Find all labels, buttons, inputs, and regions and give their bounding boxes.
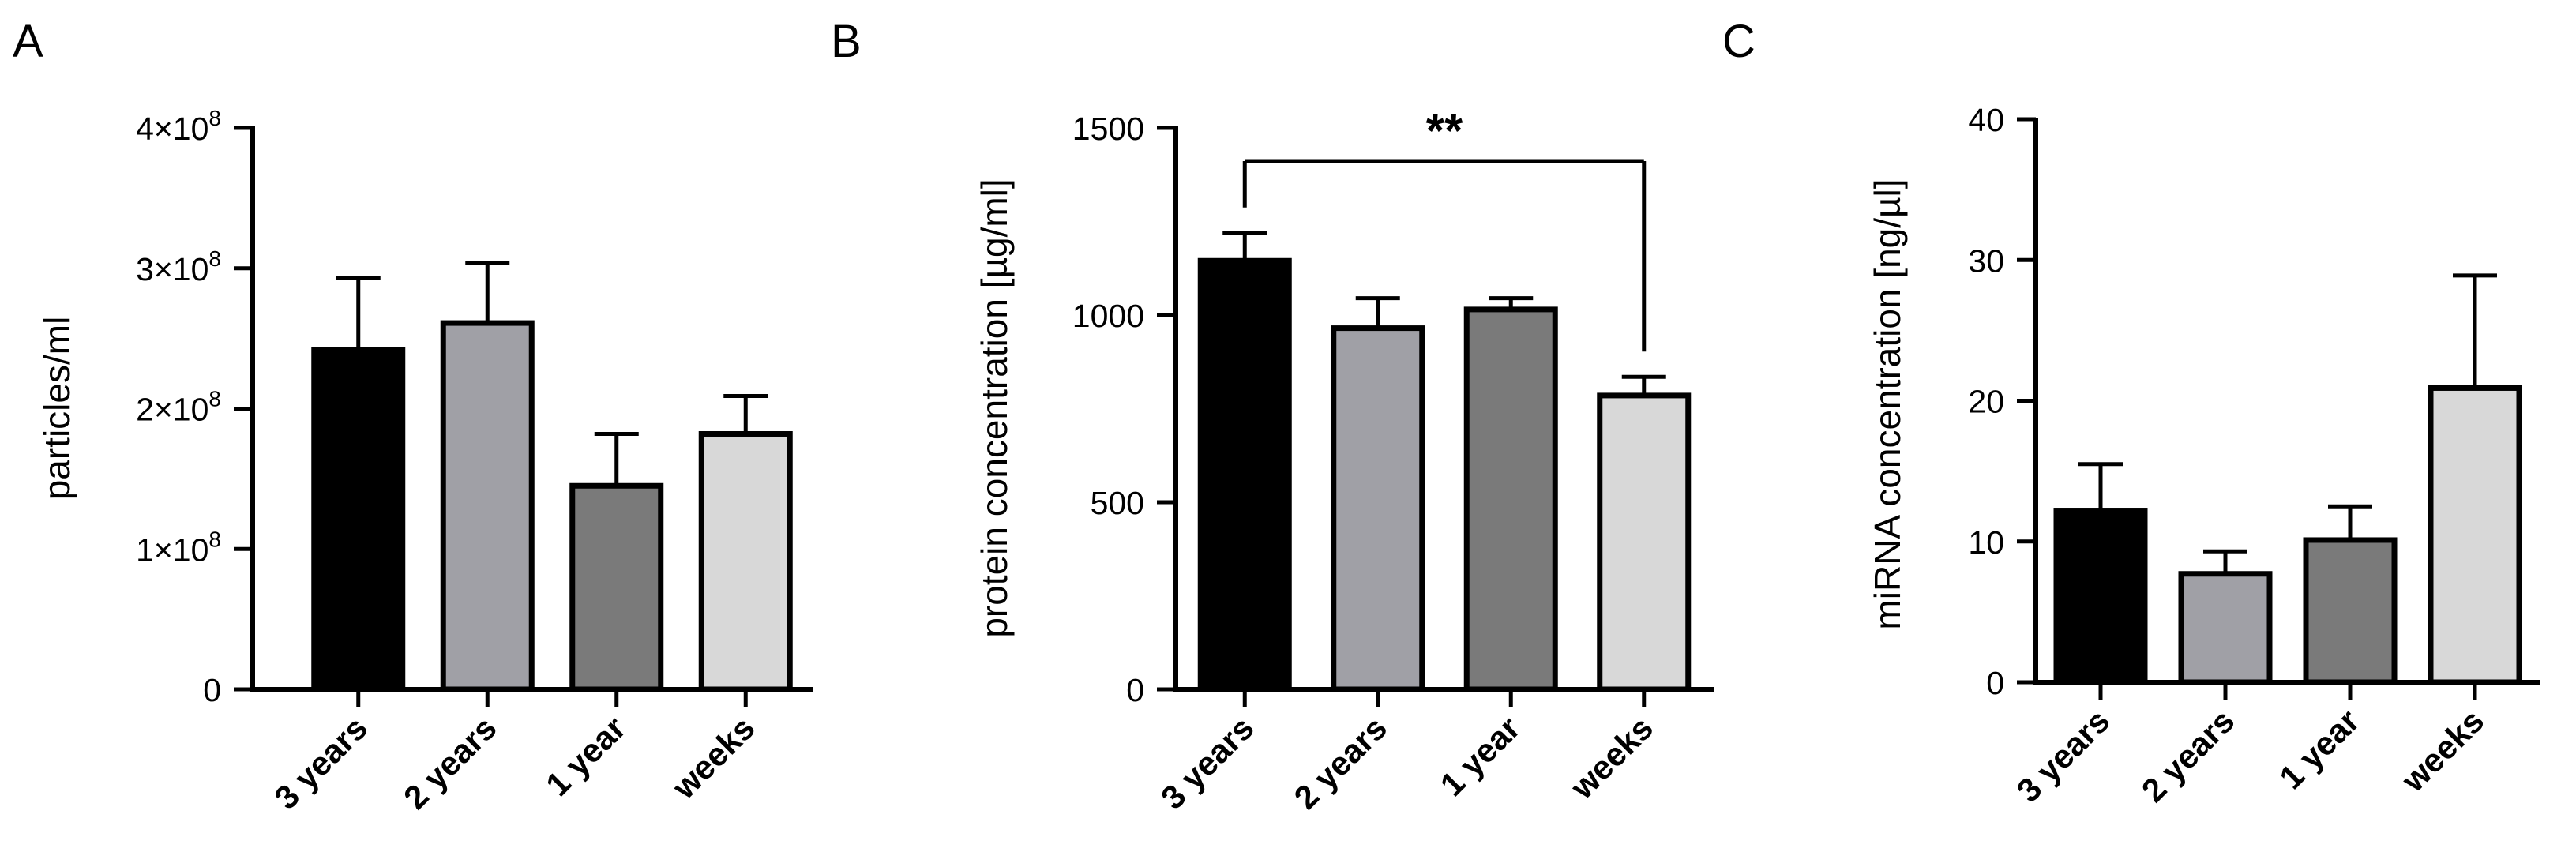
y-tick-label: 1000 — [1072, 298, 1144, 334]
bar-1-year — [2303, 537, 2398, 685]
bar-2-years — [440, 320, 535, 692]
y-axis-title: particles/ml — [36, 317, 77, 501]
x-tick-label: 1 year — [539, 709, 633, 803]
y-axis-title: protein concentration [µg/ml] — [974, 178, 1015, 637]
y-tick-label: 40 — [1968, 102, 2004, 138]
x-tick-label: 3 years — [267, 709, 374, 816]
y-tick-label: 500 — [1091, 485, 1144, 521]
bar-weeks — [1597, 392, 1692, 692]
y-tick-label: 4×108 — [136, 106, 221, 147]
x-tick-label: weeks — [1563, 709, 1660, 806]
y-tick-label: 0 — [203, 672, 221, 708]
panel-label: B — [831, 16, 862, 67]
y-tick-label: 1500 — [1072, 111, 1144, 147]
bar-1-year — [569, 482, 664, 692]
y-tick-label: 10 — [1968, 524, 2004, 561]
significance-label: ** — [1426, 104, 1463, 157]
panel-label: C — [1722, 16, 1756, 67]
y-tick-label: 0 — [1126, 672, 1144, 708]
y-tick-label: 1×108 — [136, 527, 221, 568]
y-tick-label: 2×108 — [136, 387, 221, 428]
x-tick-label: 2 years — [2135, 702, 2242, 809]
x-tick-label: 3 years — [2010, 702, 2117, 809]
bar-3-years — [2053, 508, 2148, 685]
x-tick-label: 1 year — [1433, 709, 1526, 803]
bar-3-years — [1197, 257, 1292, 692]
x-tick-label: 1 year — [2272, 702, 2366, 796]
bar-2-years — [2178, 571, 2273, 685]
y-tick-label: 20 — [1968, 384, 2004, 420]
x-tick-label: 2 years — [1286, 709, 1394, 816]
bar-3-years — [311, 347, 406, 692]
y-tick-label: 0 — [1986, 665, 2004, 701]
y-axis-title: miRNA concentration [ng/µl] — [1867, 178, 1908, 629]
bar-2-years — [1331, 325, 1425, 692]
bar-1-year — [1463, 306, 1558, 692]
y-tick-label: 3×108 — [136, 246, 221, 287]
x-tick-label: weeks — [2394, 702, 2491, 799]
x-tick-label: 2 years — [396, 709, 504, 816]
panel-b: B 0 500 1000 1500 3 years 2 years 1 year weeks pr… — [831, 16, 1714, 816]
y-tick-label: 30 — [1968, 242, 2004, 279]
panel-label: A — [13, 16, 43, 67]
panel-a: A 0 1×108 2×108 3×108 4×108 3 years 2 years 1 ye… — [13, 16, 813, 816]
bar-weeks — [698, 430, 793, 692]
bar-weeks — [2428, 385, 2522, 685]
panel-c: C 0 10 20 30 40 3 years 2 years 1 year weeks miRNA… — [1722, 16, 2540, 809]
x-tick-label: weeks — [665, 709, 762, 806]
x-tick-label: 3 years — [1154, 709, 1261, 816]
